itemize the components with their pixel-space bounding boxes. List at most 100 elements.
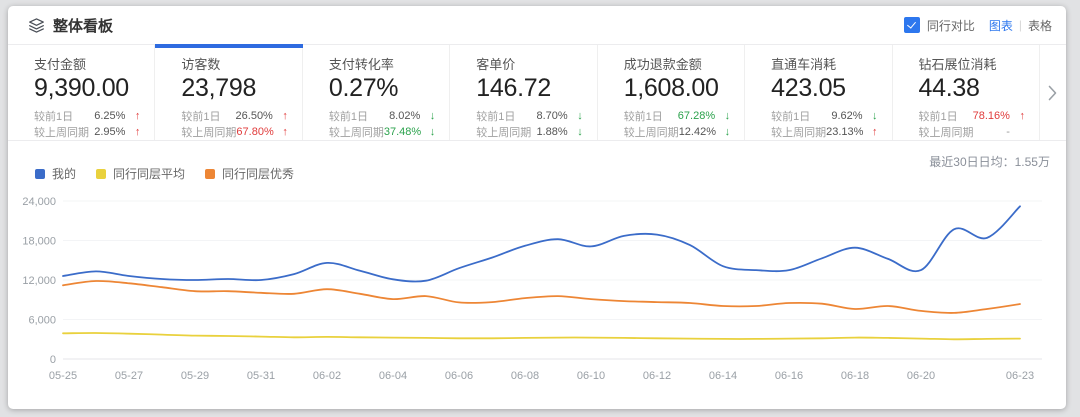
compare-row: 较上周同期 2.95% ↑	[34, 124, 140, 140]
legend-item[interactable]: 同行同层平均	[96, 165, 185, 182]
compare-label: 较前1日	[918, 111, 958, 123]
compare-label: 较上周同期	[34, 127, 89, 139]
down-arrow-icon: ↓	[429, 126, 436, 138]
compare-label: 较前1日	[771, 111, 811, 123]
metric-card[interactable]: 支付金额 9,390.00 较前1日 6.25% ↑ 较上周同期 2.95% ↑	[8, 45, 156, 140]
x-tick-label: 06-23	[1006, 370, 1034, 382]
legend-label: 同行同层平均	[113, 167, 186, 181]
down-arrow-icon: ↓	[429, 110, 436, 122]
compare-row: 较前1日 26.50% ↑	[181, 108, 287, 124]
y-tick-label: 6,000	[28, 315, 56, 327]
down-arrow-icon: ↓	[724, 126, 731, 138]
up-arrow-icon: ↑	[134, 110, 141, 122]
compare-row: 较上周同期 12.42% ↓	[624, 124, 730, 140]
compare-value: 26.50%	[235, 110, 273, 122]
compare-value: 8.70%	[536, 110, 568, 122]
y-tick-label: 0	[50, 354, 56, 366]
view-toggle-chart[interactable]: 图表	[988, 18, 1013, 33]
x-tick-label: 06-12	[643, 370, 671, 382]
compare-row: 较前1日 6.25% ↑	[34, 108, 140, 124]
compare-label: 较前1日	[328, 111, 368, 123]
trend-chart-section: 最近30日日均：1.55万 我的 同行同层平均 同行同层优秀 0 6,000 12,…	[8, 141, 1066, 409]
metric-card[interactable]: 客单价 146.72 较前1日 8.70% ↓ 较上周同期 1.88% ↓	[450, 45, 598, 140]
compare-row: 较上周同期 37.48% ↓	[329, 124, 435, 140]
legend-label: 我的	[52, 167, 77, 181]
legend-item[interactable]: 我的	[35, 165, 76, 182]
peer-compare-label[interactable]: 同行对比	[926, 18, 975, 33]
metric-title: 支付金额	[34, 57, 87, 72]
metric-value: 146.72	[476, 74, 551, 102]
metric-card[interactable]: 访客数 23,798 较前1日 26.50% ↑ 较上周同期 67.80% ↑	[155, 44, 304, 140]
compare-row: 较前1日 9.62% ↓	[771, 108, 877, 124]
legend-swatch	[35, 168, 45, 179]
view-toggle-table[interactable]: 表格	[1027, 18, 1052, 33]
up-arrow-icon: ↑	[282, 126, 288, 138]
up-arrow-icon: ↑	[1019, 110, 1025, 122]
compare-row: 较前1日 78.16% ↑	[919, 108, 1025, 124]
x-tick-label: 05-25	[49, 370, 77, 382]
compare-value: 9.62%	[831, 110, 863, 122]
up-arrow-icon: ↑	[282, 110, 288, 122]
metric-title: 直通车消耗	[771, 57, 837, 72]
compare-row: 较上周同期 23.13% ↑	[771, 124, 877, 140]
compare-label: 较上周同期	[918, 127, 974, 139]
compare-label: 较上周同期	[771, 127, 827, 139]
metric-title: 支付转化率	[328, 57, 394, 72]
y-tick-label: 18,000	[22, 236, 56, 248]
compare-value: 23.13%	[826, 126, 864, 138]
daily-average-note: 最近30日日均：1.55万	[929, 155, 1050, 169]
up-arrow-icon: ↑	[872, 126, 878, 138]
cards-scroll-next-button[interactable]	[1040, 45, 1066, 140]
compare-value: 37.48%	[383, 126, 422, 138]
compare-value: 78.16%	[972, 110, 1010, 122]
metric-value: 23,798	[181, 74, 257, 102]
chart-legend: 我的 同行同层平均 同行同层优秀	[35, 165, 314, 182]
compare-value: 8.02%	[389, 110, 421, 122]
down-arrow-icon: ↓	[724, 110, 731, 122]
compare-label: 较上周同期	[476, 127, 532, 139]
metric-card[interactable]: 钻石展位消耗 44.38 较前1日 78.16% ↑ 较上周同期 -	[892, 45, 1040, 140]
x-tick-label: 06-10	[577, 370, 605, 382]
x-tick-label: 06-02	[313, 370, 341, 382]
metric-cards-row: 支付金额 9,390.00 较前1日 6.25% ↑ 较上周同期 2.95% ↑…	[8, 44, 1066, 141]
compare-label: 较上周同期	[328, 127, 384, 139]
metric-value: 44.38	[918, 74, 980, 102]
metric-card[interactable]: 直通车消耗 423.05 较前1日 9.62% ↓ 较上周同期 23.13% ↑	[745, 45, 893, 140]
compare-value: -	[1006, 126, 1010, 138]
legend-label: 同行同层优秀	[222, 167, 295, 181]
compare-value: 2.95%	[94, 126, 126, 138]
compare-value: 1.88%	[536, 126, 568, 138]
legend-swatch	[96, 168, 107, 179]
compare-row: 较上周同期 -	[919, 124, 1025, 140]
metric-title: 成功退款金额	[623, 57, 702, 72]
series-line-0	[62, 205, 1021, 283]
x-tick-label: 06-20	[907, 370, 935, 382]
compare-row: 较上周同期 1.88% ↓	[476, 124, 582, 140]
compare-label: 较前1日	[476, 111, 516, 123]
x-tick-label: 06-08	[511, 370, 539, 382]
down-arrow-icon: ↓	[577, 126, 583, 138]
y-tick-label: 24,000	[22, 196, 56, 208]
x-tick-label: 05-31	[247, 370, 275, 382]
peer-compare-checkbox[interactable]	[903, 17, 920, 33]
y-tick-label: 12,000	[22, 275, 56, 287]
metric-card[interactable]: 成功退款金额 1,608.00 较前1日 67.28% ↓ 较上周同期 12.4…	[597, 45, 746, 140]
compare-value: 6.25%	[94, 110, 126, 122]
legend-item[interactable]: 同行同层优秀	[205, 165, 294, 182]
metric-title: 客单价	[476, 57, 516, 72]
x-tick-label: 06-16	[775, 370, 803, 382]
page-title: 整体看板	[53, 17, 114, 35]
compare-label: 较前1日	[34, 111, 74, 123]
chevron-right-icon	[1049, 85, 1057, 100]
metric-card[interactable]: 支付转化率 0.27% 较前1日 8.02% ↓ 较上周同期 37.48% ↓	[302, 45, 451, 140]
down-arrow-icon: ↓	[577, 110, 583, 122]
legend-swatch	[205, 168, 216, 179]
compare-value: 12.42%	[678, 126, 716, 138]
metric-value: 423.05	[771, 74, 846, 102]
compare-row: 较前1日 67.28% ↓	[624, 108, 730, 124]
x-tick-label: 06-04	[379, 370, 407, 382]
metric-title: 钻石展位消耗	[918, 57, 997, 72]
metric-title: 访客数	[181, 57, 221, 72]
series-line-2	[62, 280, 1021, 314]
compare-row: 较前1日 8.70% ↓	[476, 108, 582, 124]
